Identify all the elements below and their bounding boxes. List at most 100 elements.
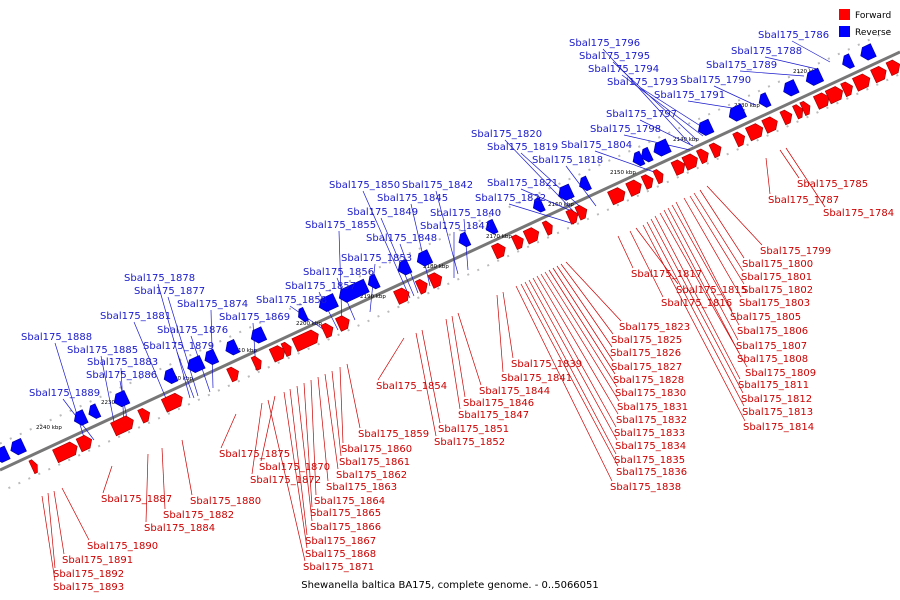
gene-label-sbal175-1796[interactable]: Sbal175_1796 — [569, 38, 640, 49]
gene-label-sbal175-1835[interactable]: Sbal175_1835 — [614, 455, 685, 466]
forward-gene-arrow[interactable] — [291, 329, 319, 352]
reverse-gene-arrow[interactable] — [416, 249, 434, 267]
gene-label-sbal175-1859[interactable]: Sbal175_1859 — [358, 429, 429, 440]
gene-label-sbal175-1884[interactable]: Sbal175_1884 — [144, 523, 215, 534]
gene-label-sbal175-1786[interactable]: Sbal175_1786 — [758, 30, 829, 41]
forward-gene-arrow[interactable] — [607, 187, 626, 206]
gene-label-sbal175-1875[interactable]: Sbal175_1875 — [219, 449, 290, 460]
gene-label-sbal175-1822[interactable]: Sbal175_1822 — [475, 193, 546, 204]
forward-gene-arrow[interactable] — [840, 81, 853, 98]
reverse-gene-arrow[interactable] — [250, 326, 268, 344]
gene-label-sbal175-1869[interactable]: Sbal175_1869 — [219, 312, 290, 323]
gene-label-sbal175-1817[interactable]: Sbal175_1817 — [631, 269, 702, 280]
reverse-gene-arrow[interactable] — [842, 53, 855, 69]
gene-label-sbal175-1878[interactable]: Sbal175_1878 — [124, 273, 195, 284]
gene-label-sbal175-1847[interactable]: Sbal175_1847 — [458, 410, 529, 421]
gene-label-sbal175-1813[interactable]: Sbal175_1813 — [742, 407, 813, 418]
reverse-gene-arrow[interactable] — [458, 231, 472, 248]
gene-label-sbal175-1803[interactable]: Sbal175_1803 — [739, 298, 810, 309]
forward-gene-arrow[interactable] — [250, 355, 262, 371]
gene-label-sbal175-1887[interactable]: Sbal175_1887 — [101, 494, 172, 505]
gene-label-sbal175-1821[interactable]: Sbal175_1821 — [487, 178, 558, 189]
gene-label-sbal175-1881[interactable]: Sbal175_1881 — [100, 311, 171, 322]
gene-label-sbal175-1839[interactable]: Sbal175_1839 — [511, 359, 582, 370]
gene-label-sbal175-1840[interactable]: Sbal175_1840 — [430, 208, 501, 219]
forward-gene-arrow[interactable] — [625, 179, 642, 197]
forward-gene-arrow[interactable] — [226, 366, 239, 383]
gene-label-sbal175-1868[interactable]: Sbal175_1868 — [305, 549, 376, 560]
gene-label-sbal175-1882[interactable]: Sbal175_1882 — [163, 510, 234, 521]
forward-gene-arrow[interactable] — [681, 153, 698, 171]
gene-label-sbal175-1860[interactable]: Sbal175_1860 — [341, 444, 412, 455]
forward-gene-arrow[interactable] — [414, 279, 428, 295]
reverse-gene-arrow[interactable] — [73, 409, 89, 426]
reverse-gene-arrow[interactable] — [485, 218, 499, 235]
gene-label-sbal175-1883[interactable]: Sbal175_1883 — [87, 357, 158, 368]
gene-label-sbal175-1854[interactable]: Sbal175_1854 — [376, 381, 447, 392]
gene-label-sbal175-1870[interactable]: Sbal175_1870 — [259, 462, 330, 473]
reverse-gene-arrow[interactable] — [532, 197, 546, 213]
forward-gene-arrow[interactable] — [574, 204, 588, 221]
forward-gene-arrow[interactable] — [491, 242, 506, 260]
gene-label-sbal175-1874[interactable]: Sbal175_1874 — [177, 299, 248, 310]
gene-label-sbal175-1836[interactable]: Sbal175_1836 — [616, 467, 687, 478]
gene-label-sbal175-1827[interactable]: Sbal175_1827 — [611, 362, 682, 373]
reverse-gene-arrow[interactable] — [10, 438, 27, 456]
gene-label-sbal175-1893[interactable]: Sbal175_1893 — [53, 582, 124, 593]
gene-label-sbal175-1800[interactable]: Sbal175_1800 — [742, 259, 813, 270]
reverse-gene-arrow[interactable] — [558, 183, 575, 201]
gene-label-sbal175-1828[interactable]: Sbal175_1828 — [613, 375, 684, 386]
reverse-gene-arrow[interactable] — [579, 175, 592, 192]
gene-label-sbal175-1846[interactable]: Sbal175_1846 — [463, 398, 534, 409]
reverse-gene-arrow[interactable] — [805, 67, 825, 86]
gene-label-sbal175-1831[interactable]: Sbal175_1831 — [617, 402, 688, 413]
gene-label-sbal175-1789[interactable]: Sbal175_1789 — [706, 60, 777, 71]
gene-label-sbal175-1797[interactable]: Sbal175_1797 — [606, 109, 677, 120]
gene-label-sbal175-1801[interactable]: Sbal175_1801 — [741, 272, 812, 283]
gene-label-sbal175-1814[interactable]: Sbal175_1814 — [743, 422, 814, 433]
forward-gene-arrow[interactable] — [28, 459, 38, 475]
gene-label-sbal175-1850[interactable]: Sbal175_1850 — [329, 180, 400, 191]
gene-label-sbal175-1891[interactable]: Sbal175_1891 — [62, 555, 133, 566]
forward-gene-arrow[interactable] — [75, 434, 93, 453]
gene-label-sbal175-1807[interactable]: Sbal175_1807 — [736, 341, 807, 352]
reverse-gene-arrow[interactable] — [204, 348, 220, 366]
gene-label-sbal175-1790[interactable]: Sbal175_1790 — [680, 75, 751, 86]
forward-gene-arrow[interactable] — [708, 142, 722, 159]
gene-label-sbal175-1825[interactable]: Sbal175_1825 — [611, 335, 682, 346]
forward-gene-arrow[interactable] — [640, 174, 654, 190]
reverse-gene-arrow[interactable] — [225, 339, 240, 356]
gene-label-sbal175-1855[interactable]: Sbal175_1855 — [305, 220, 376, 231]
gene-label-sbal175-1845[interactable]: Sbal175_1845 — [377, 193, 448, 204]
gene-label-sbal175-1889[interactable]: Sbal175_1889 — [29, 388, 100, 399]
gene-label-sbal175-1832[interactable]: Sbal175_1832 — [616, 415, 687, 426]
reverse-gene-arrow[interactable] — [632, 150, 646, 167]
reverse-gene-arrow[interactable] — [318, 293, 339, 313]
reverse-gene-arrow[interactable] — [860, 43, 877, 61]
gene-label-sbal175-1867[interactable]: Sbal175_1867 — [305, 536, 376, 547]
gene-label-sbal175-1885[interactable]: Sbal175_1885 — [67, 345, 138, 356]
forward-gene-arrow[interactable] — [427, 272, 443, 289]
reverse-gene-arrow[interactable] — [88, 403, 102, 419]
gene-label-sbal175-1864[interactable]: Sbal175_1864 — [314, 496, 385, 507]
gene-label-sbal175-1820[interactable]: Sbal175_1820 — [471, 129, 542, 140]
gene-label-sbal175-1815[interactable]: Sbal175_1815 — [676, 285, 747, 296]
forward-gene-arrow[interactable] — [541, 220, 553, 236]
gene-label-sbal175-1843[interactable]: Sbal175_1843 — [420, 221, 491, 232]
forward-gene-arrow[interactable] — [870, 65, 887, 84]
gene-label-sbal175-1802[interactable]: Sbal175_1802 — [742, 285, 813, 296]
reverse-gene-arrow[interactable] — [697, 118, 715, 136]
forward-gene-arrow[interactable] — [670, 159, 686, 176]
gene-label-sbal175-1844[interactable]: Sbal175_1844 — [479, 386, 550, 397]
forward-gene-arrow[interactable] — [160, 392, 183, 413]
gene-label-sbal175-1819[interactable]: Sbal175_1819 — [487, 142, 558, 153]
forward-gene-arrow[interactable] — [799, 100, 811, 116]
gene-label-sbal175-1852[interactable]: Sbal175_1852 — [434, 437, 505, 448]
forward-gene-arrow[interactable] — [268, 345, 286, 363]
gene-label-sbal175-1785[interactable]: Sbal175_1785 — [797, 179, 868, 190]
forward-gene-arrow[interactable] — [732, 131, 746, 148]
gene-label-sbal175-1866[interactable]: Sbal175_1866 — [310, 522, 381, 533]
gene-label-sbal175-1826[interactable]: Sbal175_1826 — [610, 348, 681, 359]
forward-gene-arrow[interactable] — [696, 148, 709, 165]
reverse-gene-arrow[interactable] — [397, 259, 413, 276]
